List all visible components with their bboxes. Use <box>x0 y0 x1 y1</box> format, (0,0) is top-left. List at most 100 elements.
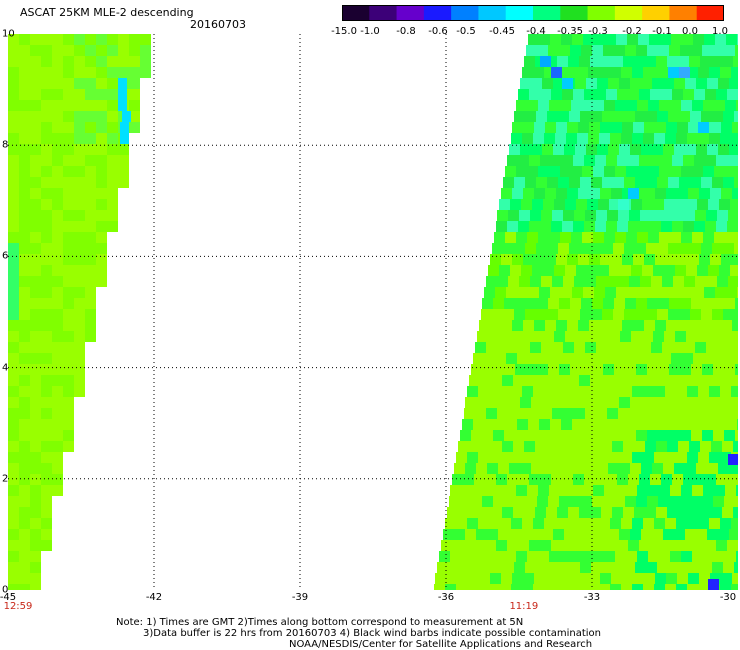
east-swath-cell <box>520 78 531 89</box>
east-swath-cell <box>547 562 558 573</box>
west-swath-cell <box>30 67 41 78</box>
west-swath-cell <box>41 397 52 408</box>
east-swath-cell <box>590 507 601 518</box>
east-swath-cell <box>702 430 713 441</box>
east-swath-cell <box>681 100 692 111</box>
west-swath-cell <box>74 155 85 166</box>
west-swath-cell <box>63 353 74 364</box>
east-swath-cell <box>498 529 509 540</box>
east-swath-cell <box>533 386 544 397</box>
east-swath-cell <box>717 210 728 221</box>
west-swath-cell <box>19 100 30 111</box>
west-swath-cell <box>41 441 52 452</box>
east-swath-cell <box>490 254 501 265</box>
west-swath-cell <box>96 232 107 243</box>
east-swath-cell <box>702 364 713 375</box>
east-swath-cell <box>583 34 594 45</box>
east-swath-cell <box>638 34 649 45</box>
west-swath-cell <box>30 353 41 364</box>
east-swath-cell <box>663 78 674 89</box>
west-swath-cell <box>107 111 118 122</box>
east-swath-cell <box>534 122 545 133</box>
east-swath-cell <box>681 551 692 562</box>
east-swath-cell <box>533 518 544 529</box>
west-swath-cell <box>8 386 19 397</box>
west-swath-cell <box>8 232 19 243</box>
west-swath-cell <box>19 166 30 177</box>
note-line-2: 3)Data buffer is 22 hrs from 20160703 4)… <box>143 628 601 639</box>
east-swath-cell <box>523 188 534 199</box>
east-swath-cell <box>717 276 728 287</box>
east-swath-cell <box>716 155 727 166</box>
east-swath-cell <box>697 331 708 342</box>
west-swath-cell <box>41 122 52 133</box>
east-swath-cell <box>616 419 627 430</box>
west-swath-cell <box>107 133 118 144</box>
east-swath-cell <box>561 419 572 430</box>
west-swath-cell <box>85 188 96 199</box>
east-swath-cell <box>720 584 731 590</box>
east-swath-cell <box>626 485 637 496</box>
east-swath-cell <box>568 56 579 67</box>
east-swath-cell <box>525 309 536 320</box>
west-swath-cell <box>63 342 74 353</box>
east-swath-cell <box>669 45 680 56</box>
east-swath-cell <box>458 507 469 518</box>
east-swath-cell <box>724 430 735 441</box>
east-swath-cell <box>531 463 542 474</box>
west-swath-cell <box>19 397 30 408</box>
east-swath-cell <box>718 529 729 540</box>
east-swath-cell <box>641 529 652 540</box>
east-swath-cell <box>634 441 645 452</box>
east-swath-cell <box>463 474 474 485</box>
east-swath-cell <box>537 298 548 309</box>
east-swath-cell <box>670 166 681 177</box>
east-swath-cell <box>489 518 500 529</box>
east-swath-cell <box>600 573 611 584</box>
product-title: ASCAT 25KM MLE-2 descending <box>20 6 194 19</box>
color-scale-swatch <box>506 5 534 21</box>
east-swath-cell <box>489 386 500 397</box>
east-swath-cell <box>593 232 604 243</box>
east-swath-cell <box>508 276 519 287</box>
west-swath-cell <box>8 375 19 386</box>
east-swath-cell <box>696 529 707 540</box>
west-swath-cell <box>52 276 63 287</box>
east-swath-cell <box>591 243 602 254</box>
west-swath-cell <box>30 298 41 309</box>
west-swath-cell <box>8 342 19 353</box>
west-swath-cell <box>63 210 74 221</box>
east-swath-cell <box>694 474 705 485</box>
east-swath-cell <box>692 232 703 243</box>
east-swath-cell <box>618 276 629 287</box>
east-swath-cell <box>579 441 590 452</box>
east-swath-cell <box>616 34 627 45</box>
east-swath-cell <box>661 89 672 100</box>
east-swath-cell <box>569 309 580 320</box>
west-swath-cell <box>41 265 52 276</box>
east-swath-cell <box>583 419 594 430</box>
east-swath-cell <box>654 518 665 529</box>
east-swath-cell <box>580 562 591 573</box>
east-swath-cell <box>515 430 526 441</box>
east-swath-cell <box>536 243 547 254</box>
east-swath-cell <box>670 232 681 243</box>
east-swath-cell <box>679 177 690 188</box>
east-swath-cell <box>519 342 530 353</box>
east-swath-cell <box>529 221 540 232</box>
east-swath-cell <box>678 375 689 386</box>
east-swath-cell <box>494 551 505 562</box>
east-swath-cell <box>615 485 626 496</box>
east-swath-cell <box>639 221 650 232</box>
east-swath-cell <box>582 100 593 111</box>
east-swath-cell <box>635 562 646 573</box>
west-swath-cell <box>8 166 19 177</box>
east-swath-cell <box>589 573 600 584</box>
east-swath-cell <box>571 100 582 111</box>
east-swath-cell <box>647 364 658 375</box>
east-swath-cell <box>648 485 659 496</box>
west-swath-cell <box>30 419 41 430</box>
east-swath-cell <box>707 463 718 474</box>
east-swath-cell <box>507 155 518 166</box>
west-swath-cell <box>19 496 30 507</box>
